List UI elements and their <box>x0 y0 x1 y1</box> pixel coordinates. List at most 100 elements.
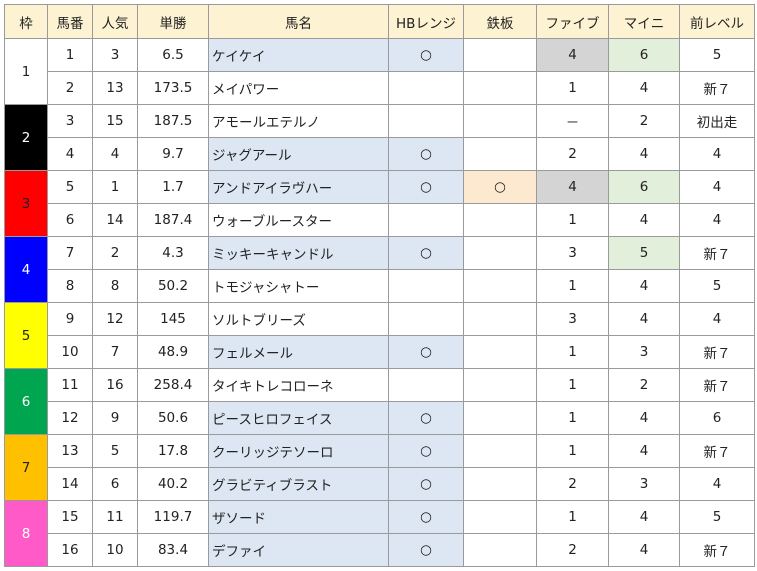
five-cell: 1 <box>536 500 609 534</box>
prev-level-cell: 4 <box>679 203 755 237</box>
header-waku: 枠 <box>4 4 48 39</box>
horse-name-cell: メイパワー <box>208 71 389 105</box>
header-prev-level: 前レベル <box>679 4 755 39</box>
horse-name-cell: グラビティブラスト <box>208 467 389 501</box>
maini-cell: 4 <box>608 71 680 105</box>
five-cell: 1 <box>536 269 609 303</box>
hb-range-cell: ○ <box>388 38 464 72</box>
teppan-cell <box>463 302 537 336</box>
teppan-cell <box>463 467 537 501</box>
teppan-cell <box>463 500 537 534</box>
prev-level-cell: 新７ <box>679 434 755 468</box>
hb-range-cell: ○ <box>388 533 464 567</box>
tansho-cell: 173.5 <box>137 71 209 105</box>
prev-level-cell: 4 <box>679 137 755 171</box>
hb-range-cell: ○ <box>388 467 464 501</box>
prev-level-cell: 新７ <box>679 236 755 270</box>
ninki-cell: 16 <box>92 368 138 402</box>
table-row: 8 8 50.2 トモジャシャトー 1 4 5 <box>5 269 755 303</box>
maini-cell: 4 <box>608 401 680 435</box>
ninki-cell: 4 <box>92 137 138 171</box>
tansho-cell: 50.2 <box>137 269 209 303</box>
horse-name-cell: ウォーブルースター <box>208 203 389 237</box>
five-cell: 1 <box>536 434 609 468</box>
horse-name-cell: ソルトブリーズ <box>208 302 389 336</box>
frame-cell-6: 6 <box>4 368 48 435</box>
tansho-cell: 50.6 <box>137 401 209 435</box>
prev-level-cell: 5 <box>679 500 755 534</box>
tansho-cell: 119.7 <box>137 500 209 534</box>
horse-name-cell: ピースヒロフェイス <box>208 401 389 435</box>
frame-cell-1: 1 <box>4 38 48 105</box>
umaban-cell: 16 <box>47 533 93 567</box>
frame-cell-8: 8 <box>4 500 48 567</box>
frame-cell-5: 5 <box>4 302 48 369</box>
hb-range-cell <box>388 302 464 336</box>
five-cell: 1 <box>536 401 609 435</box>
header-teppan: 鉄板 <box>463 4 537 39</box>
maini-cell: 4 <box>608 137 680 171</box>
maini-cell: 5 <box>608 236 680 270</box>
ninki-cell: 13 <box>92 71 138 105</box>
ninki-cell: 6 <box>92 467 138 501</box>
hb-range-cell: ○ <box>388 335 464 369</box>
maini-cell: 6 <box>608 170 680 204</box>
horse-name-cell: ミッキーキャンドル <box>208 236 389 270</box>
teppan-cell <box>463 533 537 567</box>
horse-name-cell: フェルメール <box>208 335 389 369</box>
header-ninki: 人気 <box>92 4 138 39</box>
header-maini: マイニ <box>608 4 680 39</box>
umaban-cell: 2 <box>47 71 93 105</box>
maini-cell: 4 <box>608 269 680 303</box>
prev-level-cell: 4 <box>679 170 755 204</box>
teppan-cell <box>463 434 537 468</box>
horse-name-cell: アモールエテルノ <box>208 104 389 138</box>
tansho-cell: 17.8 <box>137 434 209 468</box>
hb-range-cell: ○ <box>388 401 464 435</box>
horse-name-cell: ジャグアール <box>208 137 389 171</box>
table-row: 12 9 50.6 ピースヒロフェイス ○ 1 4 6 <box>5 401 755 435</box>
umaban-cell: 5 <box>47 170 93 204</box>
tansho-cell: 187.4 <box>137 203 209 237</box>
umaban-cell: 3 <box>47 104 93 138</box>
maini-cell: 4 <box>608 302 680 336</box>
prev-level-cell: 4 <box>679 302 755 336</box>
table-row: 2 3 15 187.5 アモールエテルノ － 2 初出走 <box>4 104 755 171</box>
hb-range-cell: ○ <box>388 500 464 534</box>
tansho-cell: 187.5 <box>137 104 209 138</box>
umaban-cell: 10 <box>47 335 93 369</box>
umaban-cell: 11 <box>47 368 93 402</box>
maini-cell: 4 <box>608 500 680 534</box>
prev-level-cell: 6 <box>679 401 755 435</box>
teppan-cell <box>463 137 537 171</box>
horse-name-cell: クーリッジテソーロ <box>208 434 389 468</box>
horse-name-cell: デファイ <box>208 533 389 567</box>
header-five: ファイブ <box>536 4 609 39</box>
hb-range-cell <box>388 269 464 303</box>
five-cell: 1 <box>536 368 609 402</box>
tansho-cell: 40.2 <box>137 467 209 501</box>
umaban-cell: 12 <box>47 401 93 435</box>
teppan-cell <box>463 71 537 105</box>
five-cell: 2 <box>536 137 609 171</box>
five-cell: 3 <box>536 302 609 336</box>
teppan-cell <box>463 203 537 237</box>
hb-range-cell <box>388 203 464 237</box>
table-row: 6 14 187.4 ウォーブルースター 1 4 4 <box>5 203 755 237</box>
umaban-cell: 6 <box>47 203 93 237</box>
header-umaban: 馬番 <box>47 4 93 39</box>
table-row: 14 6 40.2 グラビティブラスト ○ 2 3 4 <box>5 467 755 501</box>
hb-range-cell: ○ <box>388 434 464 468</box>
table-row: 2 13 173.5 メイパワー 1 4 新７ <box>5 71 755 105</box>
ninki-cell: 8 <box>92 269 138 303</box>
teppan-cell: ○ <box>463 170 537 204</box>
horse-name-cell: トモジャシャトー <box>208 269 389 303</box>
umaban-cell: 13 <box>47 434 93 468</box>
maini-cell: 2 <box>608 104 680 138</box>
teppan-cell <box>463 104 537 138</box>
prev-level-cell: 4 <box>679 467 755 501</box>
ninki-cell: 15 <box>92 104 138 138</box>
ninki-cell: 12 <box>92 302 138 336</box>
ninki-cell: 10 <box>92 533 138 567</box>
tansho-cell: 48.9 <box>137 335 209 369</box>
